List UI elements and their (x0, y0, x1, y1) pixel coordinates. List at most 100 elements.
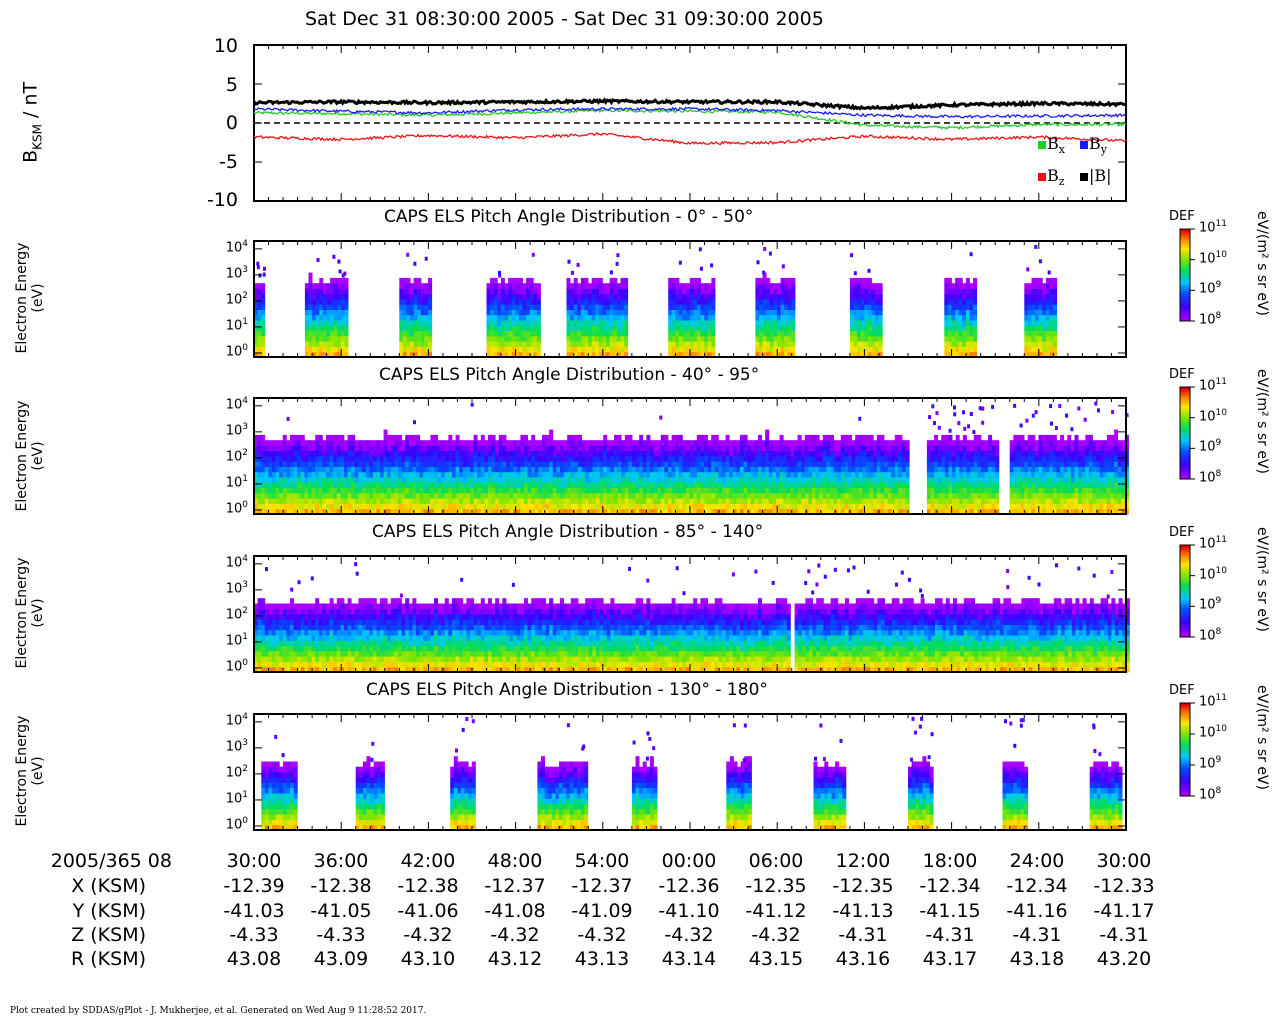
spectrogram-cell (675, 320, 680, 326)
spectrogram-cell (410, 304, 415, 310)
spectrogram-cell (369, 471, 374, 478)
spectrogram-cell (529, 314, 534, 321)
spectrogram-cell (725, 503, 730, 510)
spectrogram-cell (570, 482, 575, 489)
spectrogram-cell (1013, 456, 1018, 462)
spectrogram-cell (621, 503, 626, 510)
spectrogram-cell (977, 434, 982, 441)
spectrogram-cell (412, 482, 417, 489)
spectrogram-cell (871, 346, 876, 353)
spectrogram-cell (417, 320, 422, 326)
spectrogram-cell (533, 309, 538, 316)
spectrogram-cell (312, 304, 317, 310)
spectrogram-cell (955, 508, 960, 515)
spectrogram-cell (330, 309, 335, 316)
spectrogram-cell (577, 288, 582, 295)
spectrogram-cell (844, 456, 849, 462)
spectrogram-cell (616, 288, 621, 295)
spectrogram-cell (1052, 498, 1057, 504)
spectrogram-cell (787, 293, 792, 300)
spectrogram-cell (526, 304, 531, 310)
spectrogram-cell (973, 466, 978, 473)
spectrogram-cell (480, 471, 485, 478)
spectrogram-cell (837, 477, 842, 483)
spectrogram-cell (1042, 309, 1047, 316)
spectrogram-cell (725, 482, 730, 489)
spectrogram-cell (969, 304, 974, 310)
spectrogram-cell (527, 440, 532, 446)
spectrogram-cell (765, 461, 770, 467)
spectrogram-cell (340, 477, 345, 483)
spectrogram-cell (765, 498, 770, 504)
spectrogram-cell (326, 445, 330, 452)
spectrogram-cell (756, 260, 760, 265)
spectrogram-cell (1016, 482, 1021, 489)
spectrogram-cell (711, 498, 716, 504)
spectrogram-cell (315, 330, 320, 337)
spectrogram-cell (642, 487, 647, 494)
spectrogram-cell (682, 482, 687, 489)
spectrogram-cell (958, 335, 963, 342)
spectrogram-cell (784, 325, 789, 332)
spectrogram-cell (1031, 309, 1036, 316)
spectrogram-cell (639, 492, 644, 499)
spectrogram-cell (570, 498, 575, 504)
plot-title: Sat Dec 31 08:30:00 2005 - Sat Dec 31 09… (305, 8, 824, 30)
spectrogram-cell (566, 314, 571, 321)
spectrogram-cell (755, 351, 760, 358)
spectrogram-cell (365, 445, 370, 452)
spectrogram-cell (506, 445, 510, 452)
spectrogram-cell (459, 461, 464, 467)
spectrogram-cell (926, 440, 931, 446)
spectrogram-cell (570, 314, 575, 321)
spectrogram-cell (315, 288, 320, 295)
spectrogram-cell (585, 461, 590, 467)
spectrogram-cell (536, 341, 541, 347)
spectrogram-cell (711, 351, 716, 358)
spectrogram-cell (524, 503, 528, 510)
spectrogram-cell (955, 477, 960, 483)
spectrogram-cell (944, 325, 949, 332)
spectrogram-cell (1042, 320, 1047, 326)
spectrogram-cell (1035, 309, 1040, 316)
spectrogram-cell (704, 434, 708, 441)
spectrogram-cell (675, 434, 680, 441)
spectrogram-cell (995, 498, 1000, 504)
spectrogram-cell (689, 492, 694, 499)
spectrogram-cell (491, 456, 496, 462)
spectrogram-cell (884, 461, 888, 467)
spectrogram-cell (787, 304, 792, 310)
spectrogram-cell (958, 330, 963, 337)
spectrogram-cell (891, 450, 896, 457)
spectrogram-cell (578, 503, 582, 510)
spectrogram-cell (678, 498, 683, 504)
spectrogram-cell (613, 346, 618, 353)
spectrogram-cell (853, 271, 857, 276)
spectrogram-cell (766, 293, 771, 300)
spectrogram-cell (279, 508, 284, 515)
spectrogram-cell (502, 445, 507, 452)
spectrogram-cell (542, 503, 546, 510)
spectrogram-cell (808, 477, 813, 483)
spectrogram-cell (858, 434, 863, 441)
spectrogram-cell (657, 503, 662, 510)
spectrogram-cell (786, 471, 791, 478)
spectrogram-cell (718, 477, 723, 483)
spectrogram-cell (531, 471, 536, 478)
spectrogram-cell (566, 346, 571, 353)
spectrogram-cell (848, 450, 852, 457)
spectrogram-cell (784, 351, 789, 358)
spectrogram-cell (417, 346, 422, 353)
spectrogram-cell (1042, 346, 1047, 353)
spectrogram-cell (762, 346, 767, 353)
spectrogram-cell (567, 471, 572, 478)
spectrogram-cell (711, 304, 716, 310)
spectrogram-cell (340, 341, 345, 347)
spectrogram-cell (383, 429, 388, 436)
spectrogram-cell (578, 498, 582, 504)
spectrogram-cell (947, 320, 952, 326)
spectrogram-cell (1053, 299, 1058, 305)
spectrogram-cell (682, 487, 687, 494)
spectrogram-cell (679, 346, 683, 353)
